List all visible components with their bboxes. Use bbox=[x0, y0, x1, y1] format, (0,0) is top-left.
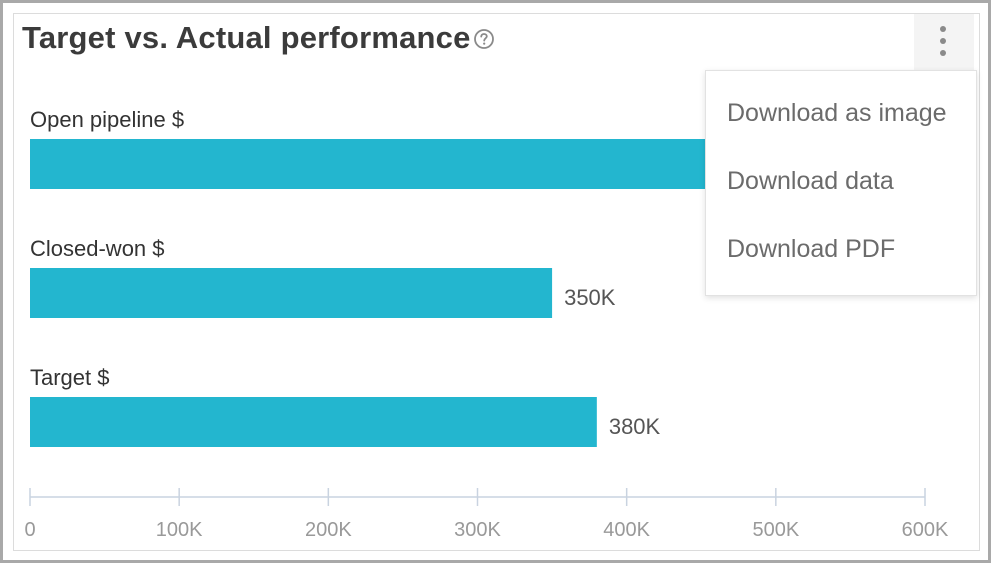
kebab-dot bbox=[940, 38, 946, 44]
category-label: Closed-won $ bbox=[30, 236, 165, 261]
x-tick-label: 100K bbox=[156, 519, 203, 541]
kebab-dot bbox=[940, 26, 946, 32]
download-menu: Download as image Download data Download… bbox=[705, 70, 977, 296]
data-label: 380K bbox=[609, 414, 661, 439]
more-vertical-icon[interactable] bbox=[914, 14, 974, 70]
widget-panel bbox=[13, 13, 980, 551]
bar bbox=[30, 268, 553, 318]
menu-item-download-pdf[interactable]: Download PDF bbox=[727, 235, 896, 263]
x-tick-label: 0 bbox=[24, 519, 35, 541]
chart-title: Target vs. Actual performance bbox=[22, 20, 471, 55]
data-label: 350K bbox=[564, 285, 616, 310]
bar bbox=[30, 397, 597, 447]
menu-item-download-image[interactable]: Download as image bbox=[727, 99, 947, 127]
x-tick-label: 600K bbox=[902, 519, 949, 541]
category-label: Target $ bbox=[30, 365, 110, 390]
help-circle-icon[interactable] bbox=[473, 28, 495, 50]
x-tick-label: 200K bbox=[305, 519, 352, 541]
x-tick-label: 400K bbox=[603, 519, 650, 541]
category-label: Open pipeline $ bbox=[30, 107, 184, 132]
x-tick-label: 300K bbox=[454, 519, 501, 541]
kebab-dot bbox=[940, 50, 946, 56]
x-tick-label: 500K bbox=[752, 519, 799, 541]
menu-item-download-data[interactable]: Download data bbox=[727, 167, 894, 195]
